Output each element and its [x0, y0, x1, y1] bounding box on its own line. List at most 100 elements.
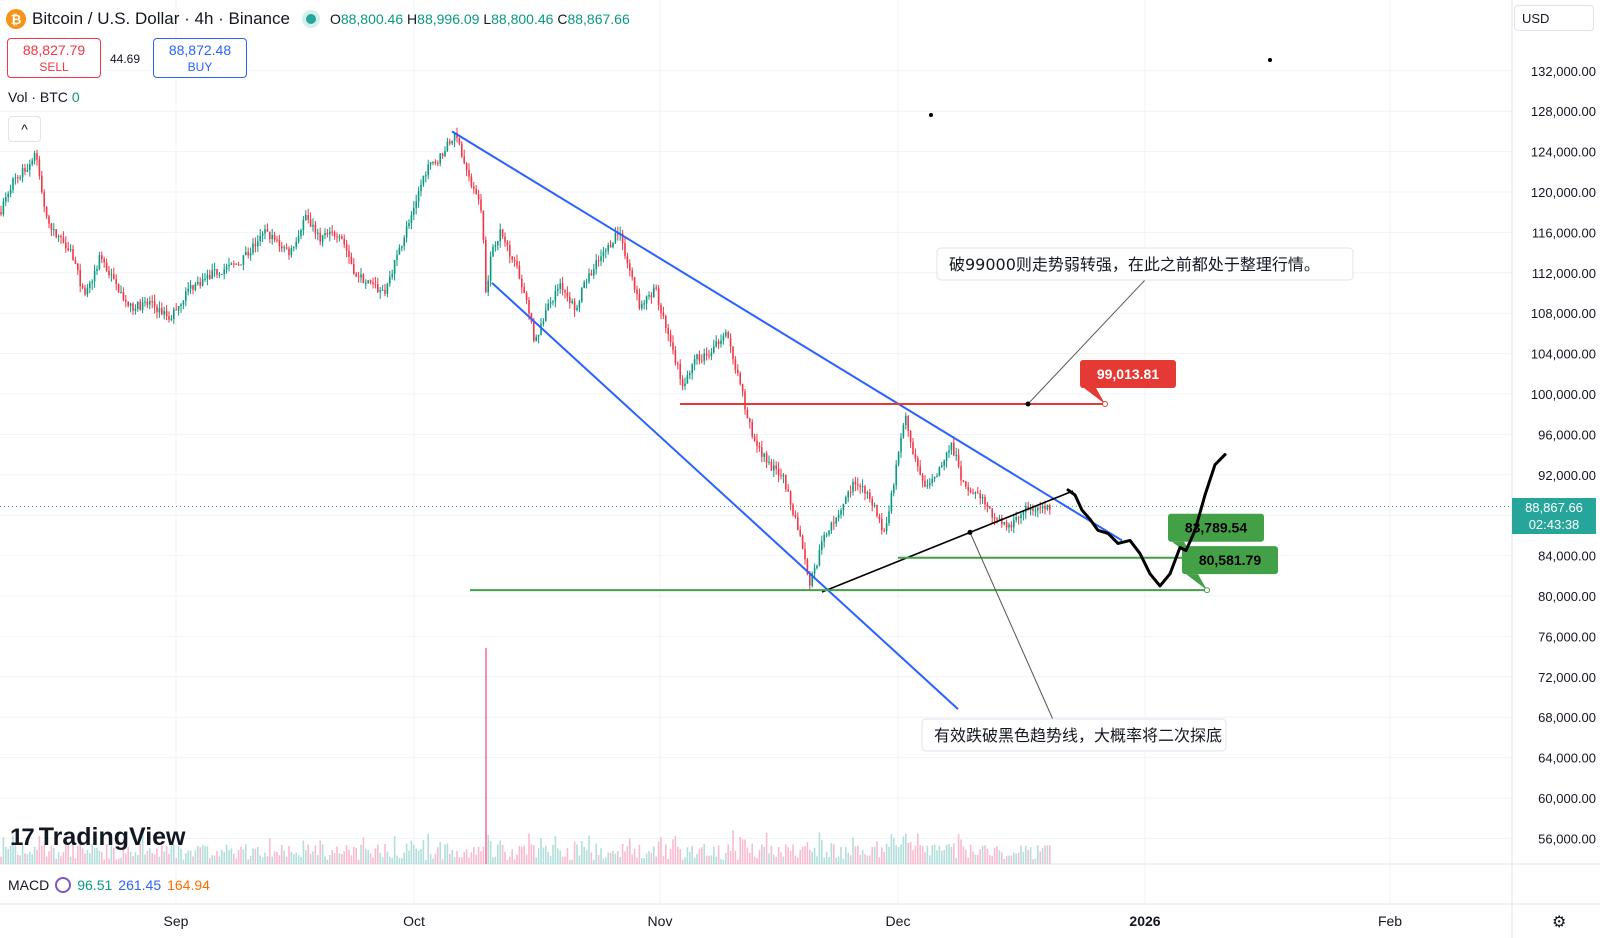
candle-body	[943, 460, 945, 466]
volume-bar	[81, 848, 84, 864]
volume-bar	[48, 851, 50, 864]
volume-bar	[924, 852, 926, 864]
volume-bar	[696, 853, 698, 864]
volume-bar	[1032, 859, 1034, 864]
volume-bar	[657, 841, 660, 864]
candle-body	[153, 301, 156, 307]
volume-bar	[624, 851, 626, 864]
level-label-box-support2	[1182, 546, 1278, 575]
candle-body	[861, 486, 864, 488]
candle-body	[463, 156, 465, 164]
macd-legend[interactable]: MACD 96.51 261.45 164.94	[8, 877, 210, 893]
volume-bar	[120, 857, 122, 864]
price-tick-label: 80,000.00	[1538, 589, 1596, 604]
candle-body	[684, 383, 686, 387]
candle-body	[907, 415, 909, 432]
annotation-text: 破99000则走势弱转强，在此之前都处于整理行情。	[949, 255, 1320, 274]
volume-bar	[561, 856, 564, 864]
candle-body	[115, 279, 117, 285]
candle-body	[763, 453, 765, 457]
candle-body	[14, 177, 17, 179]
candle-body	[804, 548, 806, 560]
annotation-connector	[1027, 279, 1146, 405]
ohlc-high: 88,996.09	[417, 11, 480, 27]
volume-bar	[847, 852, 849, 864]
volume-bar	[446, 843, 449, 864]
volume-bar	[525, 854, 528, 864]
candle-body	[230, 263, 233, 265]
candle-body	[173, 309, 175, 319]
volume-bar	[614, 853, 617, 864]
volume-bar	[278, 855, 281, 864]
candle-body	[878, 516, 881, 519]
trend-line-black	[821, 490, 1074, 593]
volume-bar	[405, 843, 408, 864]
volume-bar	[1034, 858, 1037, 864]
volume-bar	[257, 846, 259, 864]
volume-bar	[336, 846, 338, 864]
chevron-up-icon: ^	[21, 121, 28, 137]
volume-bar	[422, 839, 425, 864]
volume-bar	[883, 851, 885, 864]
volume-legend[interactable]: Vol · BTC 0	[8, 89, 80, 105]
volume-bar	[590, 852, 593, 864]
candle-body	[962, 480, 965, 482]
volume-bar	[926, 845, 929, 864]
currency-selector[interactable]: USD	[1514, 5, 1594, 31]
candle-body	[384, 289, 386, 294]
volume-bar	[237, 849, 240, 864]
volume-bar	[1039, 851, 1041, 864]
candle-body	[725, 332, 727, 336]
candle-body	[297, 235, 300, 242]
volume-bar	[144, 854, 146, 864]
volume-bar	[821, 840, 823, 864]
collapse-legend-button[interactable]: ^	[8, 116, 41, 142]
volume-bar	[530, 844, 533, 864]
candle-body	[518, 265, 521, 279]
settings-gear-icon[interactable]: ⚙	[1552, 914, 1567, 931]
candle-body	[367, 280, 369, 284]
candle-body	[177, 306, 180, 311]
volume-bar	[602, 858, 605, 864]
candle-body	[561, 283, 564, 291]
volume-bar	[665, 844, 667, 864]
candle-body	[146, 301, 149, 305]
candle-body	[816, 565, 818, 569]
symbol-title[interactable]: Bitcoin / U.S. Dollar · 4h · Binance	[32, 9, 290, 28]
candle-body	[336, 236, 338, 238]
volume-bar	[837, 856, 840, 864]
candle-body	[0, 212, 2, 215]
candle-body	[108, 270, 110, 276]
price-tick-label: 116,000.00	[1532, 225, 1596, 240]
sell-button[interactable]: 88,827.79 SELL	[7, 38, 101, 78]
candle-body	[708, 355, 710, 357]
volume-bar	[773, 854, 775, 864]
candle-body	[602, 251, 605, 257]
candle-body	[703, 353, 705, 361]
candle-body	[105, 262, 108, 271]
volume-bar	[969, 844, 972, 864]
time-tick-label: Nov	[648, 913, 673, 929]
volume-bar	[439, 841, 441, 864]
volume-bar	[686, 847, 689, 864]
volume-bar	[269, 838, 271, 864]
volume-bar	[957, 834, 960, 864]
candle-body	[302, 220, 305, 231]
volume-bar	[499, 840, 501, 864]
volume-bar	[725, 852, 727, 864]
buy-price: 88,872.48	[168, 42, 232, 58]
candle-body	[739, 373, 741, 384]
volume-bar	[977, 854, 979, 864]
symbol-header[interactable]: ₿ Bitcoin / U.S. Dollar · 4h · Binance O…	[6, 6, 630, 32]
price-tick-label: 56,000.00	[1538, 831, 1596, 846]
volume-bar	[108, 858, 110, 864]
volume-bar	[720, 859, 722, 864]
candle-body	[945, 452, 948, 461]
tradingview-logo[interactable]: 17 TradingView	[10, 823, 186, 852]
candle-body	[984, 497, 986, 505]
buy-button[interactable]: 88,872.48 BUY	[153, 38, 247, 78]
time-tick-label: Sep	[164, 913, 189, 929]
volume-bar	[381, 857, 384, 864]
volume-bar	[7, 848, 9, 864]
